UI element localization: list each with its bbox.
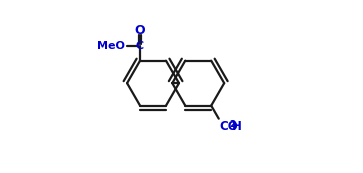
Text: 2: 2 xyxy=(230,120,236,129)
Text: CO: CO xyxy=(220,120,238,133)
Text: O: O xyxy=(135,24,145,37)
Text: C: C xyxy=(136,41,144,51)
Text: H: H xyxy=(232,120,242,133)
Text: MeO: MeO xyxy=(97,41,125,51)
